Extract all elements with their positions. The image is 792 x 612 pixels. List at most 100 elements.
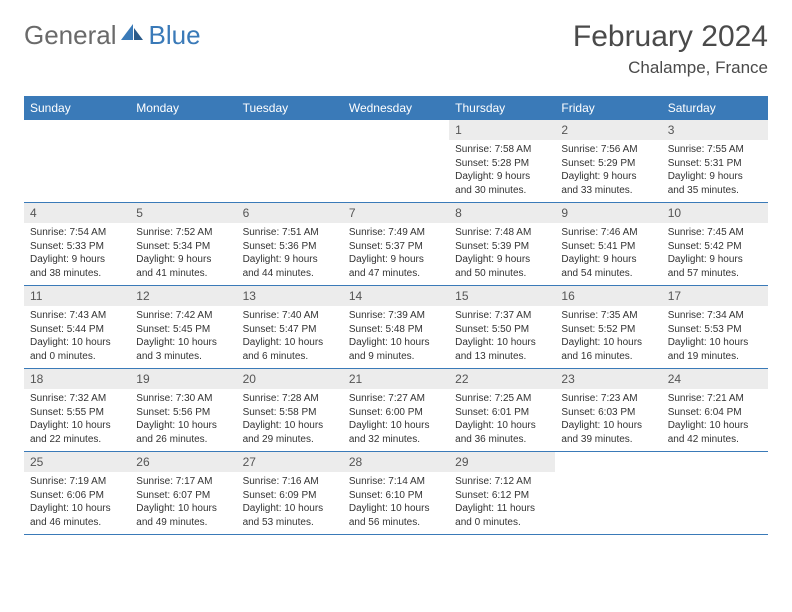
day-content: Sunrise: 7:52 AMSunset: 5:34 PMDaylight:…	[130, 223, 236, 284]
day-sunrise: Sunrise: 7:12 AM	[455, 475, 549, 489]
day-number: 15	[449, 286, 555, 306]
day-daylight1: Daylight: 10 hours	[561, 336, 655, 350]
day-sunrise: Sunrise: 7:56 AM	[561, 143, 655, 157]
day-daylight1: Daylight: 11 hours	[455, 502, 549, 516]
day-daylight1: Daylight: 9 hours	[243, 253, 337, 267]
day-header-monday: Monday	[130, 96, 236, 120]
week-row: 25Sunrise: 7:19 AMSunset: 6:06 PMDayligh…	[24, 452, 768, 535]
day-sunrise: Sunrise: 7:45 AM	[668, 226, 762, 240]
day-cell: 8Sunrise: 7:48 AMSunset: 5:39 PMDaylight…	[449, 203, 555, 285]
day-daylight2: and 33 minutes.	[561, 184, 655, 198]
day-sunrise: Sunrise: 7:48 AM	[455, 226, 549, 240]
day-daylight2: and 36 minutes.	[455, 433, 549, 447]
day-sunrise: Sunrise: 7:19 AM	[30, 475, 124, 489]
day-sunset: Sunset: 5:50 PM	[455, 323, 549, 337]
day-daylight2: and 46 minutes.	[30, 516, 124, 530]
day-sunrise: Sunrise: 7:37 AM	[455, 309, 549, 323]
day-content: Sunrise: 7:25 AMSunset: 6:01 PMDaylight:…	[449, 389, 555, 450]
day-sunrise: Sunrise: 7:14 AM	[349, 475, 443, 489]
week-row: 11Sunrise: 7:43 AMSunset: 5:44 PMDayligh…	[24, 286, 768, 369]
day-daylight2: and 50 minutes.	[455, 267, 549, 281]
day-number: 19	[130, 369, 236, 389]
day-cell: 27Sunrise: 7:16 AMSunset: 6:09 PMDayligh…	[237, 452, 343, 534]
day-sunrise: Sunrise: 7:17 AM	[136, 475, 230, 489]
day-daylight2: and 35 minutes.	[668, 184, 762, 198]
day-daylight1: Daylight: 10 hours	[243, 502, 337, 516]
day-daylight1: Daylight: 10 hours	[349, 502, 443, 516]
day-sunrise: Sunrise: 7:40 AM	[243, 309, 337, 323]
day-daylight1: Daylight: 10 hours	[668, 419, 762, 433]
day-cell	[130, 120, 236, 202]
day-sunset: Sunset: 5:55 PM	[30, 406, 124, 420]
day-number: 11	[24, 286, 130, 306]
day-content: Sunrise: 7:56 AMSunset: 5:29 PMDaylight:…	[555, 140, 661, 201]
day-cell: 2Sunrise: 7:56 AMSunset: 5:29 PMDaylight…	[555, 120, 661, 202]
day-sunrise: Sunrise: 7:34 AM	[668, 309, 762, 323]
calendar-body: 1Sunrise: 7:58 AMSunset: 5:28 PMDaylight…	[24, 120, 768, 535]
day-cell: 9Sunrise: 7:46 AMSunset: 5:41 PMDaylight…	[555, 203, 661, 285]
day-daylight2: and 13 minutes.	[455, 350, 549, 364]
day-number: 5	[130, 203, 236, 223]
day-daylight2: and 22 minutes.	[30, 433, 124, 447]
day-sunrise: Sunrise: 7:46 AM	[561, 226, 655, 240]
day-sunset: Sunset: 5:29 PM	[561, 157, 655, 171]
day-number: 10	[662, 203, 768, 223]
day-number: 18	[24, 369, 130, 389]
day-sunset: Sunset: 5:53 PM	[668, 323, 762, 337]
day-header-tuesday: Tuesday	[237, 96, 343, 120]
day-number: 13	[237, 286, 343, 306]
day-sunrise: Sunrise: 7:23 AM	[561, 392, 655, 406]
day-sunset: Sunset: 6:10 PM	[349, 489, 443, 503]
day-daylight1: Daylight: 10 hours	[243, 336, 337, 350]
day-sunset: Sunset: 5:34 PM	[136, 240, 230, 254]
day-header-sunday: Sunday	[24, 96, 130, 120]
day-sunrise: Sunrise: 7:32 AM	[30, 392, 124, 406]
day-sunset: Sunset: 6:04 PM	[668, 406, 762, 420]
day-daylight1: Daylight: 10 hours	[136, 502, 230, 516]
day-cell: 13Sunrise: 7:40 AMSunset: 5:47 PMDayligh…	[237, 286, 343, 368]
day-daylight2: and 38 minutes.	[30, 267, 124, 281]
day-sunrise: Sunrise: 7:49 AM	[349, 226, 443, 240]
day-sunset: Sunset: 5:39 PM	[455, 240, 549, 254]
day-sunset: Sunset: 6:01 PM	[455, 406, 549, 420]
day-content: Sunrise: 7:28 AMSunset: 5:58 PMDaylight:…	[237, 389, 343, 450]
day-daylight1: Daylight: 9 hours	[668, 170, 762, 184]
day-daylight1: Daylight: 10 hours	[136, 419, 230, 433]
day-cell	[343, 120, 449, 202]
location: Chalampe, France	[573, 58, 768, 78]
day-header-friday: Friday	[555, 96, 661, 120]
day-content: Sunrise: 7:30 AMSunset: 5:56 PMDaylight:…	[130, 389, 236, 450]
day-sunrise: Sunrise: 7:27 AM	[349, 392, 443, 406]
day-daylight1: Daylight: 10 hours	[30, 336, 124, 350]
day-daylight2: and 30 minutes.	[455, 184, 549, 198]
day-header-thursday: Thursday	[449, 96, 555, 120]
day-content: Sunrise: 7:23 AMSunset: 6:03 PMDaylight:…	[555, 389, 661, 450]
day-sunset: Sunset: 5:33 PM	[30, 240, 124, 254]
day-daylight1: Daylight: 9 hours	[455, 170, 549, 184]
day-sunset: Sunset: 6:03 PM	[561, 406, 655, 420]
day-cell: 7Sunrise: 7:49 AMSunset: 5:37 PMDaylight…	[343, 203, 449, 285]
day-sunset: Sunset: 5:44 PM	[30, 323, 124, 337]
day-sunset: Sunset: 6:00 PM	[349, 406, 443, 420]
day-cell: 24 Sunrise: 7:21 AMSunset: 6:04 PMDayligh…	[662, 369, 768, 451]
week-row: 4Sunrise: 7:54 AMSunset: 5:33 PMDaylight…	[24, 203, 768, 286]
day-daylight1: Daylight: 10 hours	[30, 419, 124, 433]
day-number: 4	[24, 203, 130, 223]
day-content: Sunrise: 7:27 AMSunset: 6:00 PMDaylight:…	[343, 389, 449, 450]
day-daylight1: Daylight: 10 hours	[668, 336, 762, 350]
day-daylight2: and 9 minutes.	[349, 350, 443, 364]
day-daylight1: Daylight: 9 hours	[349, 253, 443, 267]
day-sunrise: Sunrise: 7:21 AM	[668, 392, 762, 406]
day-content: Sunrise: 7:35 AMSunset: 5:52 PMDaylight:…	[555, 306, 661, 367]
day-sunset: Sunset: 5:41 PM	[561, 240, 655, 254]
day-number: 23	[555, 369, 661, 389]
day-number: 17	[662, 286, 768, 306]
logo: General Blue	[24, 20, 201, 51]
week-row: 18Sunrise: 7:32 AMSunset: 5:55 PMDayligh…	[24, 369, 768, 452]
day-number: 3	[662, 120, 768, 140]
day-sunset: Sunset: 6:06 PM	[30, 489, 124, 503]
day-cell	[662, 452, 768, 534]
day-daylight1: Daylight: 10 hours	[455, 419, 549, 433]
day-sunset: Sunset: 6:07 PM	[136, 489, 230, 503]
day-number: 24	[662, 369, 768, 389]
